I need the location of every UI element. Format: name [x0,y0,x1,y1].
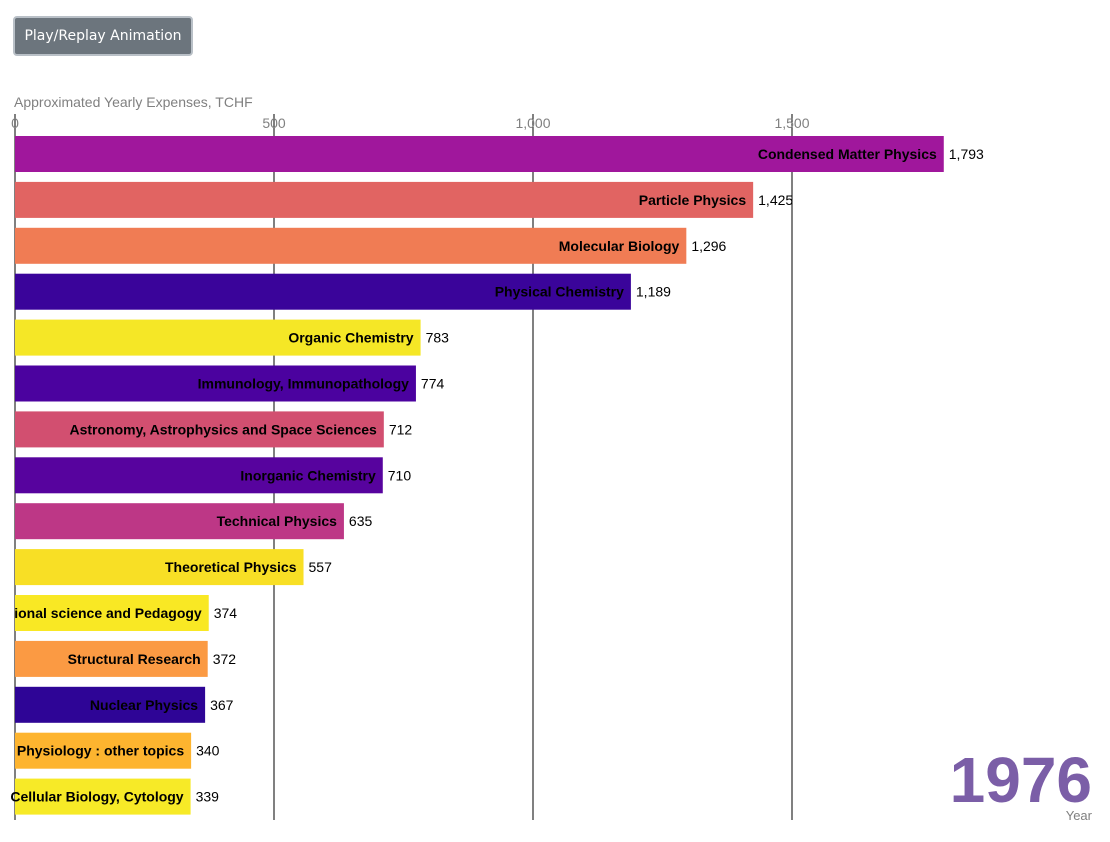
bar-category-label: Organic Chemistry [288,330,413,346]
bar-value-label: 1,296 [691,238,726,254]
bar [15,181,754,218]
bars-group: Condensed Matter Physics 1,793 Particle Ph… [10,136,984,815]
x-tick-label: 1,000 [515,115,550,131]
bar [15,136,944,172]
bar-row: Nuclear Physics 367 [15,686,234,723]
bar-category-label: Particle Physics [639,192,747,208]
bar-row: Molecular Biology 1,296 [15,227,727,264]
bar [15,778,191,815]
bar [15,686,206,723]
bar-row: Structural Research 372 [15,640,237,677]
bar-value-label: 1,189 [636,284,671,300]
play-replay-button[interactable]: Play/Replay Animation [13,16,193,56]
bar-value-label: 372 [213,651,237,667]
bar-category-label: Technical Physics [217,513,338,529]
bar-row: Inorganic Chemistry 710 [15,457,412,494]
bar-category-label: Astronomy, Astrophysics and Space Scienc… [69,421,377,437]
bar-row: Theoretical Physics 557 [15,549,333,586]
bar [15,549,304,586]
bar-row: Technical Physics 635 [15,503,373,540]
axis-title: Approximated Yearly Expenses, TCHF [14,94,253,110]
bar-row: Cellular Biology, Cytology 339 [10,778,220,815]
bar-value-label: 1,425 [758,192,793,208]
bar-row: Immunology, Immunopathology 774 [15,365,445,402]
bar-row: Condensed Matter Physics 1,793 [15,136,984,172]
bar-row: Organic Chemistry 783 [15,319,450,356]
bar-category-label: Physical Chemistry [495,284,624,300]
x-tick-label: 0 [11,115,19,131]
bar [15,319,421,356]
bar-value-label: 712 [389,421,413,437]
bar [15,457,383,494]
bar-category-label: Condensed Matter Physics [758,146,937,162]
bar-row: Particle Physics 1,425 [15,181,793,218]
bar [15,640,208,677]
bar-value-label: 710 [388,467,412,483]
bar-value-label: 340 [196,743,220,759]
bar-category-label: Physiology : other topics [17,743,184,759]
bar [15,273,631,310]
bar-value-label: 374 [214,605,238,621]
bar [15,411,384,448]
bar-value-label: 1,793 [949,146,984,162]
bar-value-label: 783 [426,330,450,346]
bar-category-label: Structural Research [68,651,201,667]
bar [15,365,416,402]
bar-value-label: 339 [196,789,220,805]
bar-row: Astronomy, Astrophysics and Space Scienc… [15,411,413,448]
bar-row: Physical Chemistry 1,189 [15,273,671,310]
bar-value-label: 774 [421,376,445,392]
bar [15,227,687,264]
bar-row: Physiology : other topics 340 [15,732,220,769]
bar [15,732,192,769]
bar-row: ional science and Pedagogy 374 [14,595,237,631]
bar-category-label: Molecular Biology [559,238,680,254]
bar-category-label: Cellular Biology, Cytology [10,789,183,805]
bar-category-label: Theoretical Physics [165,559,297,575]
x-axis-ticks: 0 500 1,000 1,500 [11,115,810,131]
bar [15,503,344,540]
year-caption: Year [1066,808,1093,823]
x-tick-label: 500 [262,115,286,131]
bar-value-label: 635 [349,513,373,529]
bar-category-label: Inorganic Chemistry [240,467,376,483]
x-tick-label: 1,500 [774,115,809,131]
bar-category-label: ional science and Pedagogy [14,605,202,621]
bar [15,595,209,631]
bar-category-label: Nuclear Physics [90,697,198,713]
bar-category-label: Immunology, Immunopathology [198,376,409,392]
bar-value-label: 367 [210,697,234,713]
bar-value-label: 557 [309,559,333,575]
year-label: 1976 [950,744,1092,816]
